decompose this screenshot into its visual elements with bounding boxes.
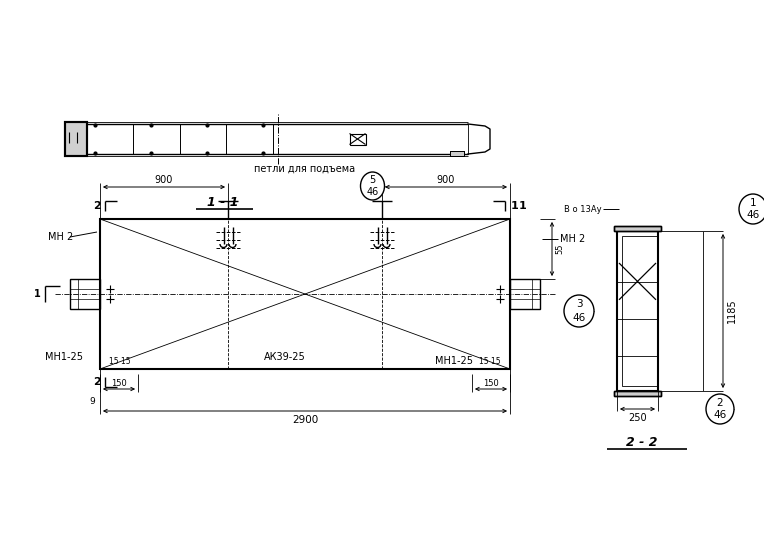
Bar — [100, 219, 510, 369]
Bar — [450, 151, 464, 156]
Text: 1: 1 — [34, 289, 40, 299]
Bar — [450, 151, 464, 156]
Text: МН 2: МН 2 — [560, 234, 585, 244]
Text: 2: 2 — [717, 398, 724, 407]
Bar — [622, 236, 658, 386]
Text: 900: 900 — [155, 175, 173, 185]
Text: АК39-25: АК39-25 — [264, 352, 306, 362]
Text: 15 15: 15 15 — [109, 356, 131, 365]
Ellipse shape — [361, 172, 384, 200]
Text: 55: 55 — [555, 244, 565, 254]
Text: МН1-25: МН1-25 — [45, 352, 83, 362]
Bar — [658, 231, 703, 391]
Bar — [70, 279, 100, 309]
Text: 1 - 1: 1 - 1 — [207, 196, 238, 209]
Text: 1: 1 — [511, 201, 519, 211]
Text: 46: 46 — [746, 210, 759, 220]
Text: 46: 46 — [367, 187, 379, 197]
Text: 2: 2 — [93, 377, 101, 387]
Text: 1: 1 — [519, 201, 527, 211]
Bar — [510, 279, 540, 309]
Text: 2 - 2: 2 - 2 — [626, 437, 658, 450]
Bar — [65, 122, 87, 156]
Ellipse shape — [739, 194, 764, 224]
Text: 1185: 1185 — [727, 299, 737, 323]
Ellipse shape — [564, 295, 594, 327]
Text: 1: 1 — [749, 198, 756, 208]
Text: МН 2: МН 2 — [48, 232, 73, 242]
Text: 5: 5 — [369, 175, 376, 185]
Text: 150: 150 — [483, 378, 499, 388]
Text: 2900: 2900 — [292, 415, 318, 425]
Text: 150: 150 — [111, 378, 127, 388]
Text: 250: 250 — [628, 413, 647, 423]
Text: 3: 3 — [576, 299, 582, 309]
Bar — [349, 134, 365, 144]
Text: 46: 46 — [714, 410, 727, 420]
Text: 900: 900 — [437, 175, 455, 185]
Text: 46: 46 — [572, 313, 586, 323]
Text: МН1-25: МН1-25 — [435, 356, 473, 366]
Bar — [614, 226, 661, 231]
Bar — [614, 226, 661, 231]
Bar — [614, 391, 661, 396]
Ellipse shape — [706, 394, 734, 424]
Text: 15 15: 15 15 — [479, 356, 501, 365]
Text: 2: 2 — [93, 201, 101, 211]
Text: В о 13Ау: В о 13Ау — [565, 204, 602, 213]
Bar — [83, 124, 468, 154]
Bar — [617, 231, 658, 391]
Text: 9: 9 — [89, 397, 95, 405]
Text: петли для подъема: петли для подъема — [254, 164, 355, 174]
Bar — [65, 122, 87, 156]
Bar — [614, 391, 661, 396]
